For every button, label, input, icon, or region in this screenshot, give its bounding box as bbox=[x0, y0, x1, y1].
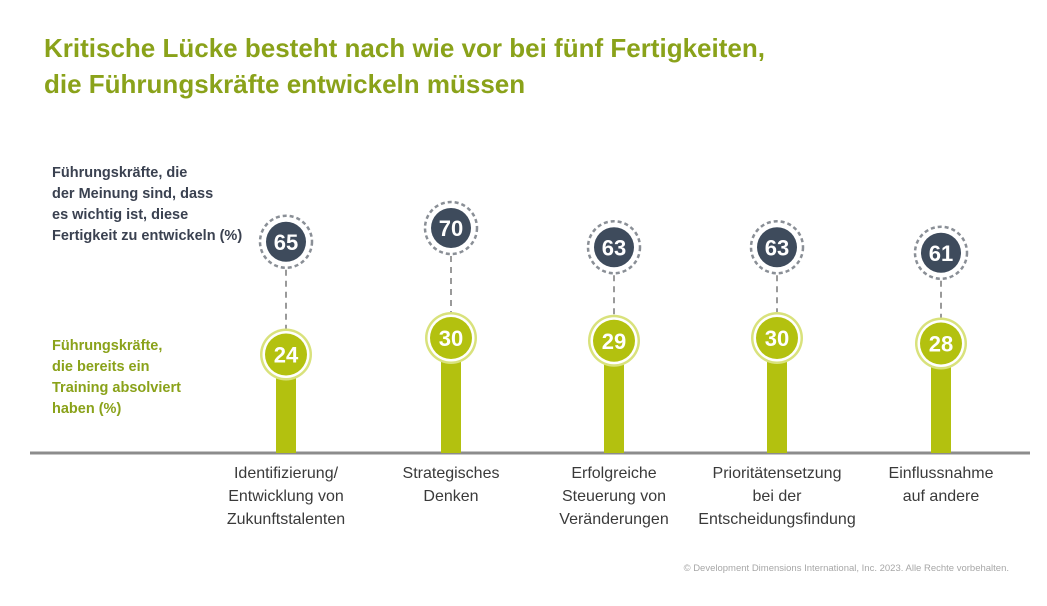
trained-value-label: 30 bbox=[439, 326, 463, 351]
bar-stem bbox=[767, 338, 787, 453]
importance-value-label: 61 bbox=[929, 241, 953, 266]
legend-important-line: Fertigkeit zu entwickeln (%) bbox=[52, 228, 243, 244]
legend-trained-line: Führungskräfte, bbox=[52, 338, 163, 354]
bar-stem bbox=[441, 338, 461, 453]
legend-trained-line: die bereits ein bbox=[52, 359, 150, 375]
trained-value-label: 30 bbox=[765, 326, 789, 351]
category-label: Identifizierung/Entwicklung von Zukunftst… bbox=[196, 462, 376, 531]
category-label-line: Veränderungen bbox=[559, 511, 669, 528]
category-label-line: Einflussnahme bbox=[888, 465, 994, 482]
bar-stem bbox=[931, 343, 951, 453]
trained-circle bbox=[920, 322, 962, 365]
legend-trained-line: Training absolviert bbox=[52, 380, 181, 396]
legend-trained-line: haben (%) bbox=[52, 401, 122, 417]
importance-circle bbox=[594, 227, 634, 268]
importance-circle bbox=[266, 221, 306, 262]
category-label-line: Entscheidungsfindung bbox=[698, 511, 856, 528]
category-label: Strategisches Denken bbox=[361, 462, 541, 508]
category-label-line: Strategisches bbox=[402, 465, 500, 482]
title-line-2: die Führungskräfte entwickeln müssen bbox=[44, 69, 526, 99]
importance-circle bbox=[757, 227, 797, 268]
legend-important-line: Führungskräfte, die bbox=[52, 165, 188, 181]
legend-important-line: es wichtig ist, diese bbox=[52, 207, 189, 223]
trained-circle bbox=[756, 317, 798, 359]
importance-circle bbox=[431, 208, 471, 248]
trained-circle bbox=[265, 333, 307, 376]
category-label-line: Entwicklung von bbox=[228, 488, 344, 505]
importance-value-label: 70 bbox=[439, 216, 463, 241]
category-label-line: auf andere bbox=[902, 488, 980, 505]
legend-important-line: der Meinung sind, dass bbox=[52, 186, 214, 202]
legend-trained: Führungskräfte, die bereits ein Training… bbox=[52, 336, 252, 420]
legend-important: Führungskräfte, die der Meinung sind, da… bbox=[52, 163, 282, 247]
category-label-line: Prioritätensetzung bbox=[712, 465, 842, 482]
bar-stem bbox=[604, 340, 624, 453]
category-label-line: bei der bbox=[752, 488, 802, 505]
category-label-line: Denken bbox=[423, 488, 479, 505]
importance-value-label: 63 bbox=[765, 235, 789, 260]
title-line-1: Kritische Lücke besteht nach wie vor bei… bbox=[44, 33, 765, 63]
chart-title: Kritische Lücke besteht nach wie vor bei… bbox=[44, 30, 1004, 102]
trained-value-label: 24 bbox=[274, 343, 299, 368]
importance-value-label: 63 bbox=[602, 235, 626, 260]
trained-value-label: 29 bbox=[602, 329, 626, 354]
category-label-line: Steuerung von bbox=[561, 488, 667, 505]
trained-value-label: 28 bbox=[929, 332, 953, 357]
category-label-line: Erfolgreiche bbox=[571, 465, 657, 482]
category-label: Prioritätensetzung bei der Entscheidungsfi… bbox=[687, 462, 867, 531]
trained-circle bbox=[593, 319, 635, 362]
importance-value-label: 65 bbox=[274, 230, 298, 255]
category-label-line: Identifizierung/ bbox=[233, 465, 339, 482]
trained-circle bbox=[430, 317, 472, 359]
importance-circle bbox=[921, 232, 961, 273]
category-label: Einflussnahme auf andere bbox=[851, 462, 1031, 508]
copyright-notice: © Development Dimensions International, … bbox=[683, 563, 1009, 574]
category-label: Erfolgreiche Steuerung von Veränderungen bbox=[524, 462, 704, 531]
category-label-line: Zukunftstalenten bbox=[226, 511, 346, 528]
